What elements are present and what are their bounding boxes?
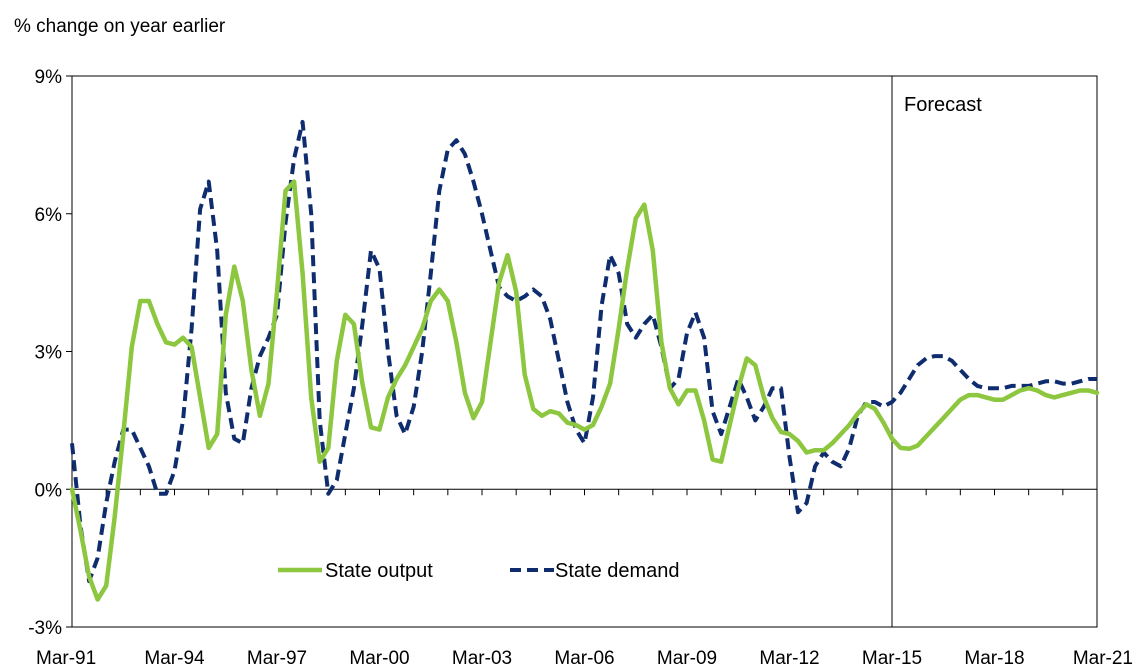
y-tick-label: -3% [28,618,62,639]
state-output-line [69,179,1100,602]
x-tick-label: Mar-91 [36,648,96,669]
legend-label-state-demand: State demand [555,560,680,582]
x-tick-label: Mar-21 [1073,648,1133,669]
x-tick-label: Mar-09 [657,648,717,669]
x-tick-labels: Mar-91 Mar-94 Mar-97 Mar-00 Mar-03 Mar-06 Mar-… [36,489,1133,669]
forecast-annotation: Forecast [904,94,982,116]
x-tick-label: Mar-94 [144,648,205,669]
x-tick-label: Mar-00 [349,648,409,669]
y-axis-label: % change on year earlier [14,16,226,37]
axes [71,75,1098,628]
x-tick-label: Mar-97 [247,648,307,669]
y-tick-labels: -3% 0% 3% 6% 9% [28,67,72,639]
forecast-divider: Forecast [891,76,982,627]
y-tick-label: 0% [35,480,63,501]
y-tick-label: 3% [35,343,63,364]
x-tick-label: Mar-12 [759,648,819,669]
plot-border [71,75,1098,628]
y-tick-label: 9% [35,67,63,88]
x-tick-label: Mar-03 [452,648,512,669]
x-tick-label: Mar-06 [554,648,614,669]
legend: State output State demand [278,560,680,582]
state-demand-line [70,119,1097,584]
x-tick-label: Mar-18 [964,648,1024,669]
x-tick-label: Mar-15 [862,648,922,669]
y-tick-label: 6% [35,205,63,226]
series-lines [69,119,1100,602]
legend-label-state-output: State output [325,560,433,582]
